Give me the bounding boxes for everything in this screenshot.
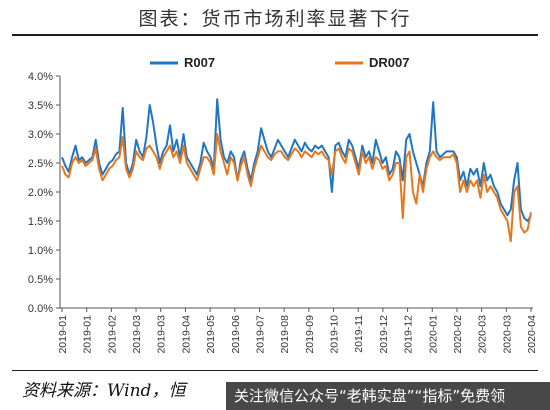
x-tick-label: 2019-07 [254,315,266,354]
x-tick-label: 2019-01 [57,315,69,354]
x-tick-label: 2020-02 [452,315,464,354]
x-tick-label: 2019-12 [378,315,390,354]
bottom-rule [12,370,538,371]
x-tick-label: 2019-03 [156,315,168,354]
x-tick-label: 2019-10 [329,315,341,354]
x-tick-label: 2020-04 [526,315,538,354]
x-tick-label: 2020-03 [477,315,489,354]
x-tick-label: 2019-09 [304,315,316,354]
top-rule [12,34,538,36]
y-tick-label: 0.0% [28,303,53,315]
line-chart: 0.0% 0.5% 1.0% 1.5% 2.0% 2.5% 3.0% 3.5% 4.0% 2019… [28,55,538,354]
x-tick-label: 2019-02 [106,315,118,354]
chart-title: 图表：货币市场利率显著下行 [138,8,412,30]
x-tick-label: 2019-03 [131,315,143,354]
x-tick-label: 2019-04 [180,315,192,354]
y-tick-label: 4.0% [28,71,53,83]
legend-label-dr007: DR007 [369,55,409,70]
x-tick-label: 2019-08 [279,315,291,354]
y-tick-label: 2.5% [28,158,53,170]
x-tick-label: 2019-01 [82,315,94,354]
y-tick-label: 2.0% [28,187,53,199]
source-note: 资料来源：Wind，恒 [22,381,186,401]
x-tick-label: 2019-06 [230,315,242,354]
y-tick-label: 1.5% [28,216,53,228]
watermark-banner: 关注微信公众号“老韩实盘”“指标”免费领 [226,382,550,410]
legend-label-r007: R007 [184,55,215,70]
x-tick-label: 2019-11 [353,315,365,353]
x-tick-label: 2020-01 [427,315,439,354]
y-tick-label: 3.5% [28,100,53,112]
series-line-dr007 [61,133,532,243]
y-tick-label: 3.0% [28,129,53,141]
x-tick-label: 2019-12 [403,315,415,354]
y-tick-label: 0.5% [28,274,53,286]
series-line-r007 [61,98,532,222]
x-tick-label: 2020-03 [501,315,513,354]
y-tick-label: 1.0% [28,245,53,257]
x-tick-label: 2019-05 [205,315,217,354]
